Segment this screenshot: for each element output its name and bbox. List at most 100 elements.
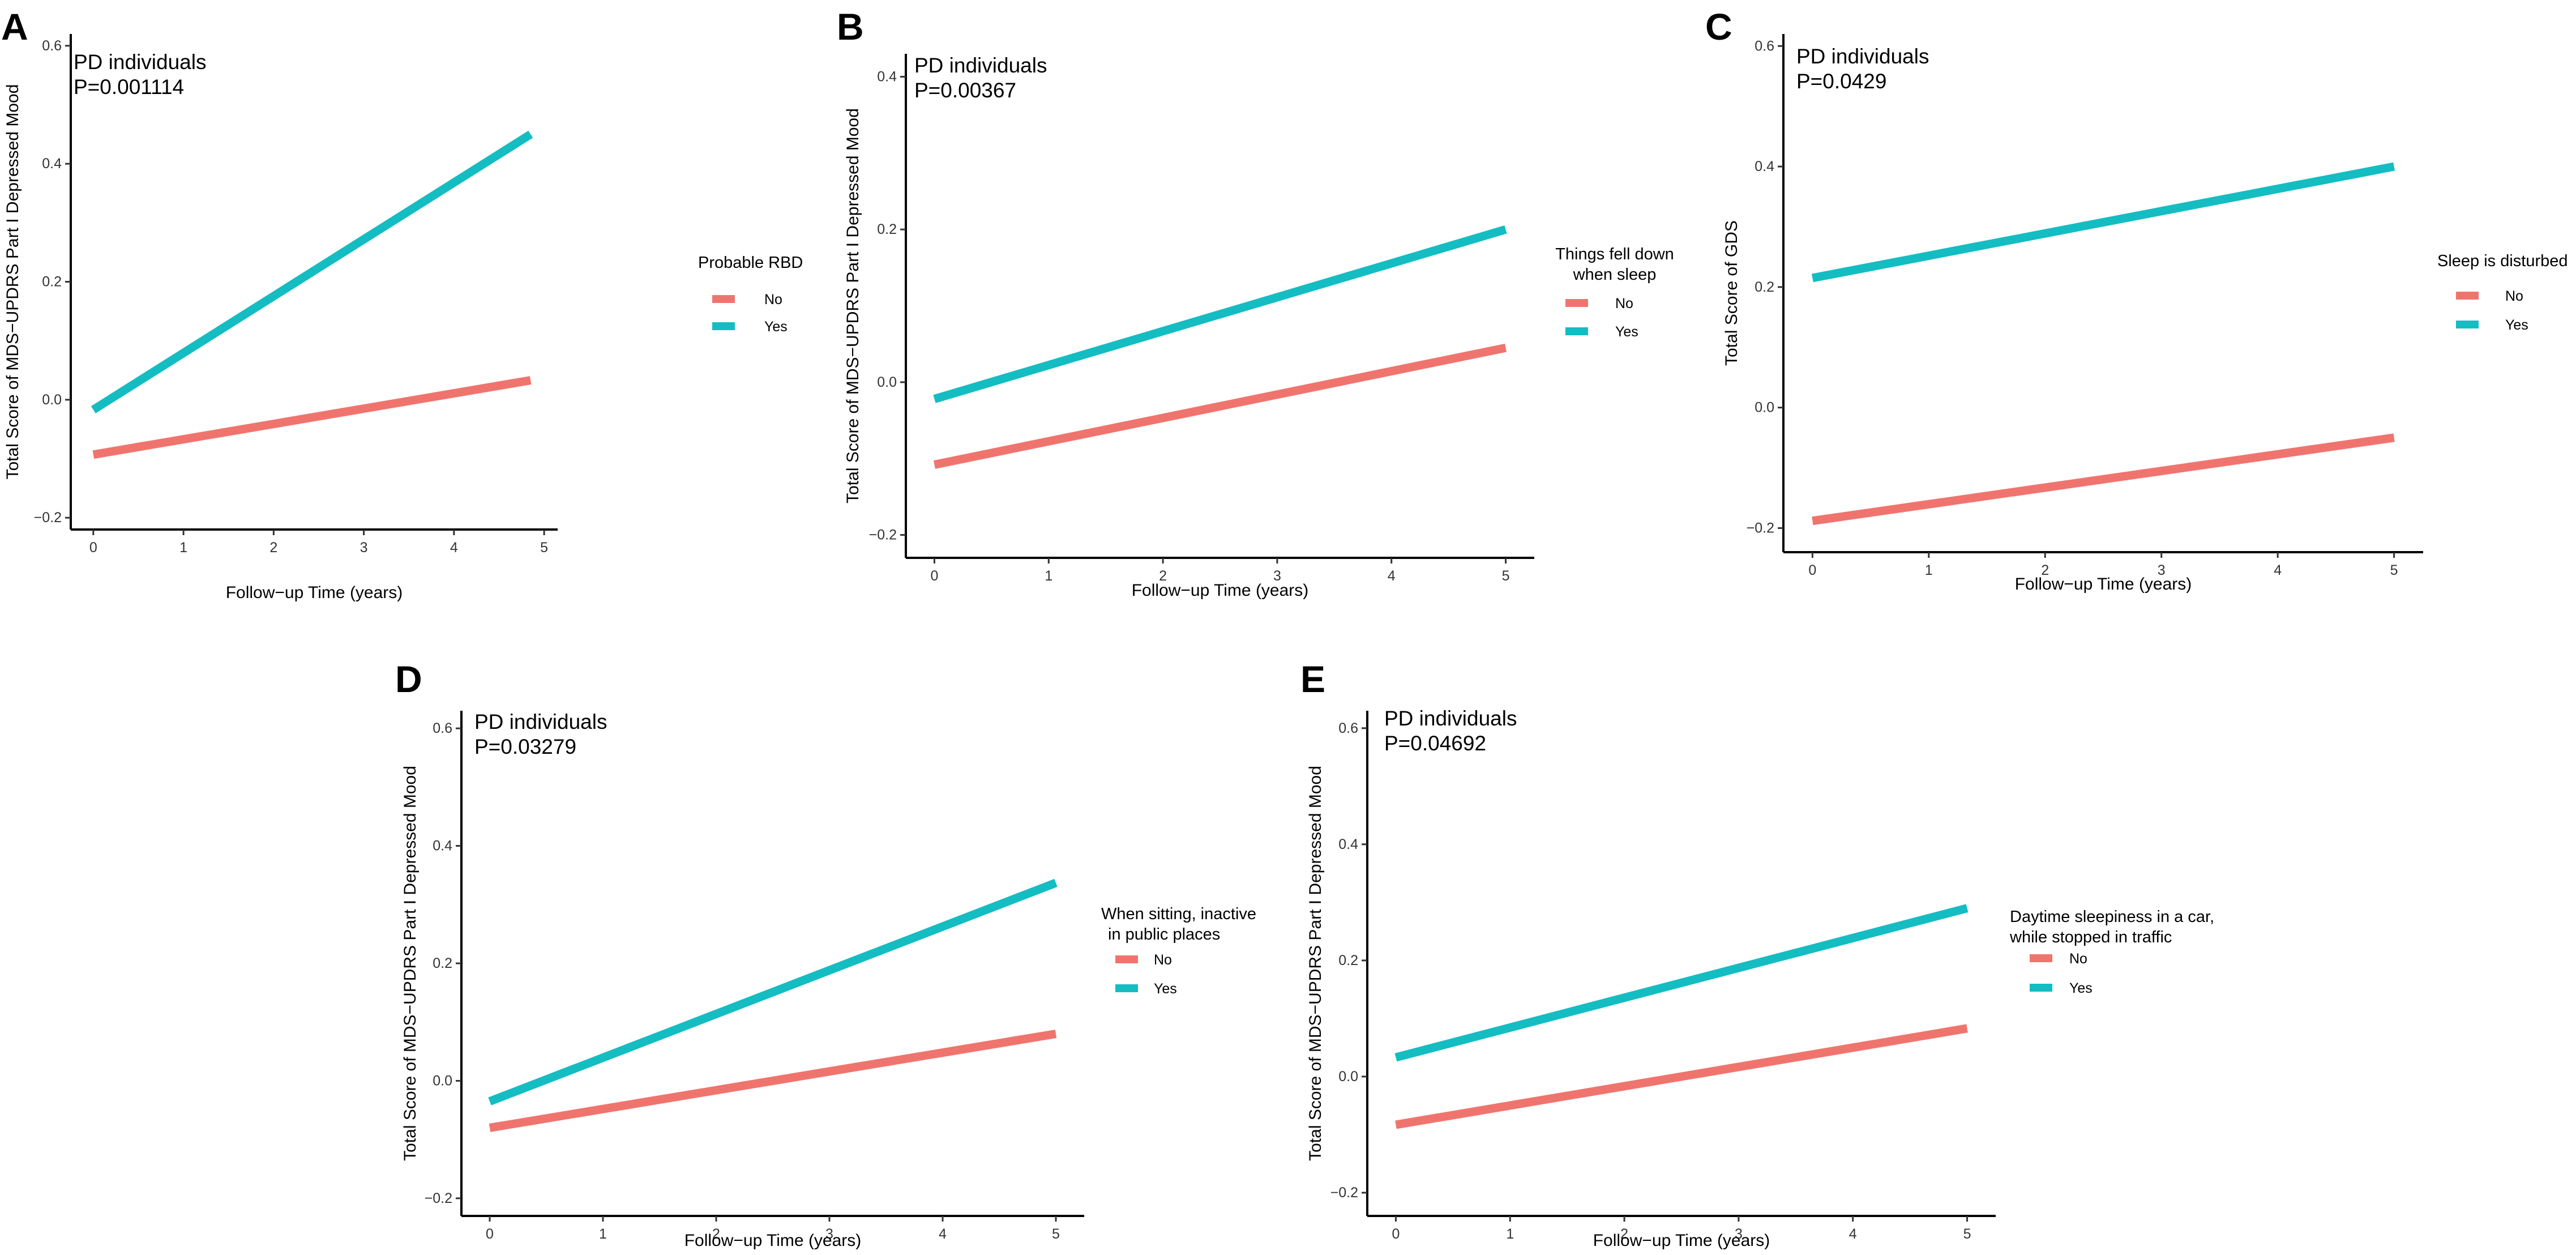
- legend-label-no: No: [764, 292, 782, 308]
- legend-label-yes: Yes: [2505, 317, 2528, 333]
- x-tick-label: 0: [1392, 1226, 1400, 1242]
- x-tick-label: 2: [712, 1226, 720, 1242]
- x-tick-label: 1: [179, 540, 187, 556]
- y-tick-label: 0.4: [1338, 836, 1358, 852]
- legend-label-yes: Yes: [2069, 980, 2093, 996]
- legend-title-line: When sitting, inactive: [1101, 905, 1256, 923]
- panel-letter-e: E: [1300, 658, 1325, 700]
- y-tick-label: 0.0: [1755, 400, 1774, 416]
- y-tick-label: 0.2: [1338, 953, 1358, 968]
- series-line-yes: [91, 130, 533, 413]
- series-line-yes: [1394, 904, 1969, 1062]
- annotation-p-value: P=0.03279: [474, 735, 576, 758]
- x-axis-title: Follow−up Time (years): [226, 583, 403, 602]
- legend-label-yes: Yes: [1615, 324, 1638, 340]
- series-line-no: [1812, 433, 2395, 526]
- x-tick-label: 0: [486, 1226, 494, 1242]
- y-tick-label: −0.2: [34, 510, 62, 526]
- y-tick-label: −0.2: [1330, 1185, 1358, 1201]
- y-tick-label: 0.0: [433, 1073, 452, 1088]
- y-tick-label: 0.4: [433, 838, 452, 854]
- legend-title-line: while stopped in traffic: [2009, 928, 2172, 946]
- legend-label-no: No: [1154, 952, 1172, 968]
- panel-d: D −0.2 0.0 0.2 0.4 0.6 0 1 2 3 4 5 Follow−up Time (y…: [395, 658, 1256, 1250]
- panel-letter-c: C: [1705, 6, 1732, 48]
- annotation-p-value: P=0.04692: [1384, 732, 1486, 755]
- y-tick-label: 0.4: [42, 156, 62, 172]
- panel-e: E −0.2 0.0 0.2 0.4 0.6 0 1 2 3 4 5 Follow−up Time (y…: [1300, 658, 2214, 1250]
- y-axis-title: Total Score of MDS−UPDRS Part I Depresse…: [844, 108, 862, 503]
- annotation-group: PD individuals: [914, 54, 1047, 77]
- y-tick-label: 0.0: [1338, 1069, 1358, 1085]
- y-tick-label: 0.2: [877, 221, 897, 237]
- legend-title: Probable RBD: [698, 254, 803, 272]
- y-axis-title: Total Score of GDS: [1722, 220, 1741, 366]
- y-tick-label: −0.2: [1747, 520, 1774, 536]
- legend-label-no: No: [2505, 288, 2523, 304]
- y-tick-label: 0.4: [1755, 159, 1774, 174]
- x-tick-label: 0: [1808, 562, 1816, 578]
- x-tick-label: 2: [1620, 1226, 1628, 1242]
- x-axis-title: Follow−up Time (years): [1593, 1231, 1770, 1250]
- x-tick-label: 4: [1849, 1226, 1857, 1242]
- legend-title: Things fell down when sleep: [1555, 245, 1674, 284]
- x-tick-label: 4: [1388, 568, 1396, 584]
- annotation-p-value: P=0.001114: [74, 75, 184, 99]
- x-tick-label: 4: [2274, 562, 2282, 578]
- x-tick-label: 5: [1963, 1226, 1971, 1242]
- panel-a: A −0.2 0.0 0.2 0.4 0.6 0 1 2 3 4 5 Follow−up Time (y…: [1, 6, 803, 602]
- y-tick-label: 0.6: [433, 720, 452, 736]
- y-tick-label: 0.0: [42, 392, 62, 408]
- legend-title-line: in public places: [1108, 925, 1220, 944]
- legend-title-line: Probable RBD: [698, 254, 803, 272]
- x-tick-label: 1: [1925, 562, 1933, 578]
- y-axis-title: Total Score of MDS−UPDRS Part I Depresse…: [1306, 766, 1325, 1161]
- series-line-yes: [1811, 162, 2395, 283]
- x-axis-title: Follow−up Time (years): [2015, 575, 2192, 594]
- y-tick-label: 0.6: [1338, 720, 1358, 736]
- x-tick-label: 3: [360, 540, 368, 556]
- annotation-p-value: P=0.00367: [914, 79, 1016, 102]
- panel-c: C −0.2 0.0 0.2 0.4 0.6 0 1 2 3 4 5 Follow−up Time (y…: [1705, 6, 2568, 594]
- series-line-no: [933, 343, 1507, 469]
- x-tick-label: 3: [825, 1226, 833, 1242]
- annotation-group: PD individuals: [1384, 707, 1517, 730]
- legend-label-yes: Yes: [1154, 981, 1177, 997]
- annotation-group: PD individuals: [474, 710, 607, 733]
- legend-label-yes: Yes: [764, 319, 788, 335]
- legend-title-line: Sleep is disturbed: [2437, 252, 2568, 270]
- y-tick-label: 0.6: [42, 38, 62, 54]
- panel-letter-b: B: [837, 6, 864, 48]
- x-tick-label: 3: [1273, 568, 1281, 584]
- series-line-yes: [933, 225, 1507, 403]
- x-tick-label: 2: [269, 540, 277, 556]
- legend-title-line: Daytime sleepiness in a car,: [2010, 908, 2214, 926]
- series-line-no: [489, 1030, 1057, 1132]
- legend-title: Sleep is disturbed: [2437, 252, 2568, 270]
- x-tick-label: 5: [540, 540, 548, 556]
- x-tick-label: 1: [1045, 568, 1052, 584]
- legend-label-no: No: [1615, 296, 1633, 311]
- series-line-yes: [488, 878, 1058, 1105]
- y-tick-label: 0.0: [877, 374, 897, 390]
- x-tick-label: 0: [931, 568, 939, 584]
- panel-letter-d: D: [395, 658, 422, 700]
- x-tick-label: 3: [2158, 562, 2166, 578]
- y-tick-label: 0.2: [1755, 279, 1774, 295]
- legend-label-no: No: [2069, 951, 2087, 967]
- x-tick-label: 5: [1502, 568, 1510, 584]
- annotation-group: PD individuals: [74, 50, 206, 74]
- annotation-group: PD individuals: [1796, 45, 1929, 68]
- x-tick-label: 5: [2390, 562, 2398, 578]
- x-tick-label: 2: [2041, 562, 2049, 578]
- y-tick-label: 0.6: [1755, 38, 1774, 54]
- y-axis-title: Total Score of MDS−UPDRS Part I Depresse…: [401, 766, 420, 1161]
- x-tick-label: 4: [939, 1226, 947, 1242]
- x-axis-title: Follow−up Time (years): [1132, 581, 1309, 600]
- annotation-p-value: P=0.0429: [1796, 70, 1886, 93]
- x-tick-label: 3: [1735, 1226, 1743, 1242]
- x-tick-label: 4: [450, 540, 458, 556]
- x-tick-label: 1: [599, 1226, 607, 1242]
- y-tick-label: 0.2: [42, 274, 62, 290]
